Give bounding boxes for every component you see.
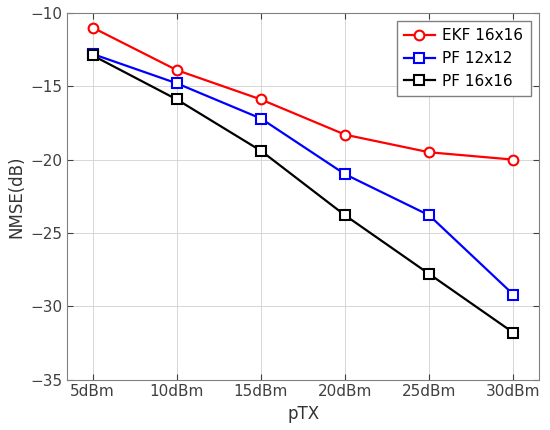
X-axis label: pTX: pTX [287, 405, 319, 423]
PF 16x16 [510, 330, 516, 335]
PF 16x16 [342, 213, 349, 218]
EKF 16x16 [426, 150, 432, 155]
PF 12x12 [174, 81, 180, 86]
EKF 16x16 [510, 157, 516, 162]
PF 12x12 [510, 292, 516, 297]
Y-axis label: NMSE(dB): NMSE(dB) [7, 155, 25, 237]
EKF 16x16 [174, 68, 180, 73]
PF 12x12 [258, 116, 265, 121]
Legend: EKF 16x16, PF 12x12, PF 16x16: EKF 16x16, PF 12x12, PF 16x16 [397, 21, 531, 96]
PF 16x16 [426, 271, 432, 276]
PF 12x12 [342, 172, 349, 177]
PF 16x16 [174, 97, 180, 102]
EKF 16x16 [258, 97, 265, 102]
PF 16x16 [90, 53, 96, 58]
Line: PF 12x12: PF 12x12 [88, 49, 518, 299]
PF 12x12 [90, 52, 96, 57]
PF 16x16 [258, 148, 265, 154]
EKF 16x16 [90, 25, 96, 30]
EKF 16x16 [342, 132, 349, 137]
Line: PF 16x16: PF 16x16 [88, 51, 518, 338]
PF 12x12 [426, 213, 432, 218]
Line: EKF 16x16: EKF 16x16 [88, 23, 518, 165]
